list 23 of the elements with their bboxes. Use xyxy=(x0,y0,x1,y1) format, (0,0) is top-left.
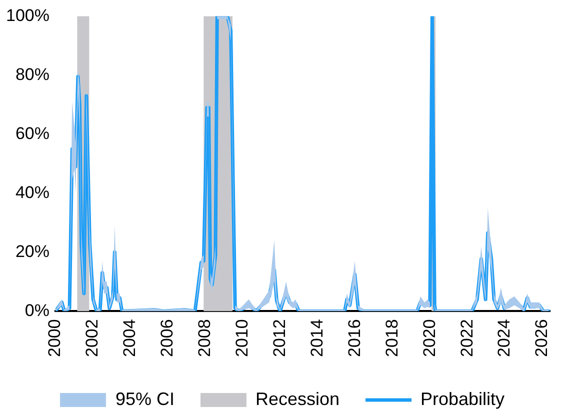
x-tick-label: 2016 xyxy=(344,319,364,358)
y-tick-label: 20% xyxy=(15,242,50,261)
y-tick-label: 40% xyxy=(15,182,50,202)
x-tick-label: 2010 xyxy=(232,319,252,358)
x-tick-label: 2020 xyxy=(420,319,439,358)
x-tick-label: 2002 xyxy=(82,319,102,358)
x-tick-label: 2000 xyxy=(45,319,64,358)
legend-label: Probability xyxy=(420,388,505,409)
x-tick-label: 2014 xyxy=(307,319,326,358)
y-tick-label: 80% xyxy=(15,64,50,84)
x-tick-label: 2024 xyxy=(494,319,514,358)
y-tick-label: 0% xyxy=(24,300,50,320)
x-tick-label: 2018 xyxy=(382,319,402,358)
y-tick-label: 60% xyxy=(15,124,50,143)
x-tick-label: 2026 xyxy=(532,319,552,358)
x-tick-label: 2012 xyxy=(270,319,289,358)
legend-label: Recession xyxy=(255,388,340,409)
x-tick-label: 2006 xyxy=(158,319,177,358)
y-tick-label: 100% xyxy=(6,6,50,25)
x-tick-label: 2004 xyxy=(120,319,140,358)
x-tick-label: 2022 xyxy=(457,319,476,358)
text: 95% CI xyxy=(115,388,174,409)
x-tick-label: 2008 xyxy=(195,319,214,358)
